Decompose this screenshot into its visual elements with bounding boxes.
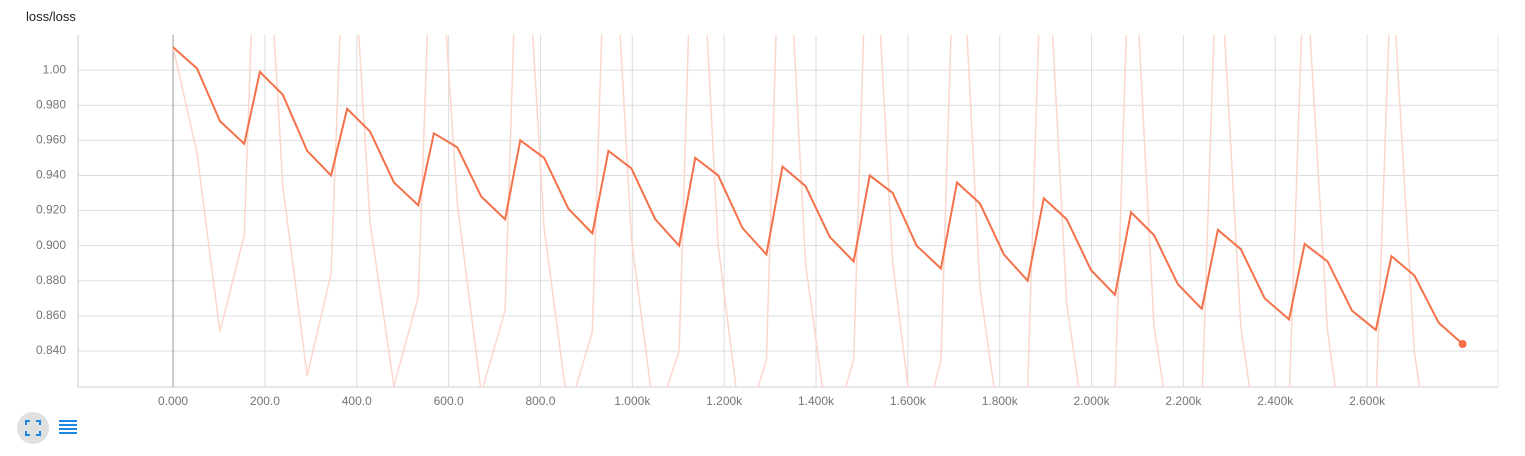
y-tick-label: 0.880 [36, 273, 66, 287]
series-line [172, 35, 1421, 387]
list-icon [59, 420, 77, 434]
x-tick-label: 2.000k [1074, 394, 1111, 408]
y-tick-label: 0.940 [36, 168, 66, 182]
grid [77, 35, 1499, 388]
y-tick-label: 0.980 [36, 97, 66, 111]
x-tick-label: 1.000k [614, 394, 651, 408]
chart: 0.840 0.860 0.880 0.900 0.920 0.940 0.960 0.980… [36, 35, 1499, 408]
axis-labels: 0.840 0.860 0.880 0.900 0.920 0.940 0.960 0.980… [36, 62, 1386, 408]
fullscreen-button[interactable] [17, 412, 49, 444]
x-tick-label: 1.600k [890, 394, 927, 408]
y-tick-label: 0.840 [36, 343, 66, 357]
fullscreen-icon [25, 420, 41, 436]
x-tick-label: 2.400k [1257, 394, 1294, 408]
x-tick-label: 2.600k [1349, 394, 1386, 408]
end-point [1458, 339, 1467, 348]
y-tick-label: 0.920 [36, 203, 66, 217]
toggle-log-button[interactable] [52, 412, 84, 444]
x-tick-label: 200.0 [250, 394, 280, 408]
chart-title: loss/loss [26, 9, 76, 24]
x-tick-label: 400.0 [342, 394, 372, 408]
y-tick-label: 0.860 [36, 308, 66, 322]
x-tick-label: 1.800k [982, 394, 1019, 408]
y-tick-label: 0.960 [36, 133, 66, 147]
x-tick-label: 800.0 [525, 394, 555, 408]
x-tick-label: 1.200k [706, 394, 743, 408]
y-tick-label: 0.900 [36, 238, 66, 252]
x-tick-label: 0.000 [158, 394, 188, 408]
x-tick-label: 600.0 [434, 394, 464, 408]
series-line [172, 46, 1464, 345]
x-tick-label: 2.200k [1165, 394, 1202, 408]
y-tick-label: 1.00 [43, 62, 67, 76]
x-tick-label: 1.400k [798, 394, 835, 408]
plot-area [172, 35, 1467, 387]
